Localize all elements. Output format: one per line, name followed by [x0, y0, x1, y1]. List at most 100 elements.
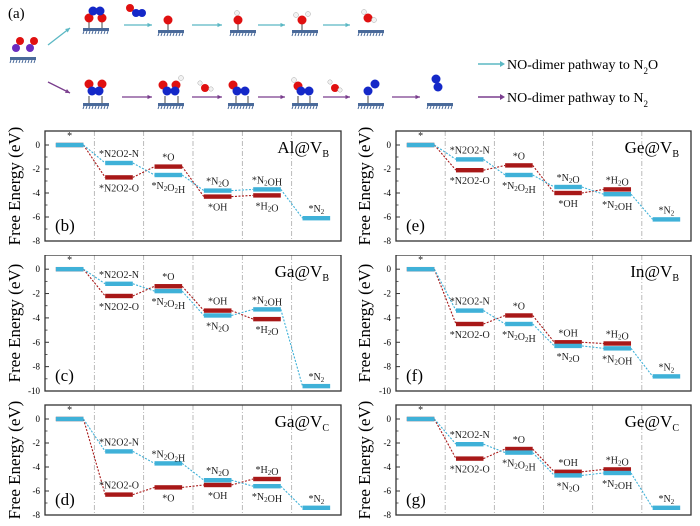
- energy-level-n2o: [505, 321, 533, 327]
- atom-o: [84, 13, 94, 23]
- connector-n2: [532, 165, 555, 194]
- y-tick-label: -8: [33, 510, 41, 520]
- y-tick-label: -6: [33, 486, 41, 496]
- level-label: *N2O2-O: [99, 302, 139, 313]
- level-label: *N2O: [557, 481, 580, 494]
- connector-n2: [83, 268, 106, 297]
- plot-frame: [395, 404, 692, 516]
- level-label: *OH: [208, 491, 227, 502]
- connector-n2: [433, 268, 457, 325]
- panel-title: Ga@VB: [275, 262, 330, 284]
- y-tick-label: -8: [33, 362, 41, 372]
- level-label: *O: [513, 301, 525, 312]
- arrowhead-icon: [217, 94, 222, 100]
- energy-level-n2o: [603, 192, 632, 197]
- connector-n2o: [83, 268, 106, 285]
- energy-level-n2o: [302, 383, 331, 389]
- y-axis-label: Free Energy (eV): [5, 127, 24, 246]
- y-tick-label: -2: [33, 289, 41, 299]
- y-tick-label: -6: [33, 212, 41, 222]
- y-axis-label: Free Energy (eV): [5, 264, 24, 383]
- energy-level-n2o: [652, 217, 681, 222]
- energy-level-n2o: [105, 449, 133, 454]
- level-label: *O: [162, 493, 174, 504]
- y-tick-label: -4: [33, 313, 41, 323]
- connector-n2: [83, 144, 106, 178]
- legend-n2-label: NO-dimer pathway to N2: [507, 91, 648, 109]
- atom-n: [94, 86, 104, 96]
- atom-n: [26, 44, 34, 52]
- y-tick-label: -4: [384, 313, 392, 323]
- y-tick-label: -6: [384, 486, 392, 496]
- connector-n2: [581, 188, 604, 194]
- atom-n: [232, 86, 242, 96]
- connector-n2o: [181, 290, 205, 316]
- energy-level-n2o: [455, 442, 484, 447]
- atom-o: [363, 13, 373, 23]
- connector-n2: [231, 310, 254, 320]
- y-tick-label: -8: [33, 236, 41, 246]
- atom-o: [16, 37, 24, 45]
- legend-n2o: NO-dimer pathway to N2O: [478, 58, 658, 76]
- y-tick-label: 0: [36, 414, 41, 424]
- level-label: *N2O2-N: [99, 270, 139, 281]
- energy-level-n2o: [554, 343, 582, 349]
- energy-level-n2o: [554, 184, 582, 190]
- reaction-scheme: (a) NO-dimer pathway to N2O NO-dimer pat…: [8, 4, 658, 110]
- connector-n2o: [581, 345, 604, 349]
- energy-level-n2o: [253, 187, 281, 192]
- connector-n2: [132, 285, 155, 297]
- connector-n2o: [581, 472, 604, 476]
- energy-level-n2o: [253, 484, 281, 489]
- surface-icon: [9, 57, 36, 64]
- level-label: *OH: [558, 328, 577, 339]
- energy-level-n2o: [154, 461, 183, 466]
- energy-level-n2: [203, 194, 232, 199]
- energy-level-n2: [105, 175, 133, 180]
- atom-h: [327, 79, 333, 85]
- level-label: *: [67, 405, 72, 416]
- surface-icon: [157, 30, 184, 37]
- plot-frame: [395, 255, 692, 392]
- energy-level-n2o: [505, 172, 533, 178]
- y-tick-label: -2: [384, 164, 392, 174]
- y-tick-label: -10: [379, 386, 391, 395]
- atom-o: [233, 15, 243, 25]
- panel-label-g: (g): [406, 490, 426, 509]
- energy-level-n2: [455, 321, 484, 327]
- level-label: *N2OH: [602, 200, 632, 213]
- surface-icon: [82, 103, 109, 110]
- arrowhead-icon: [345, 94, 350, 100]
- energy-level-n2o: [55, 266, 84, 272]
- atom-h: [361, 9, 367, 15]
- y-tick-label: -4: [384, 188, 392, 198]
- energy-level-n2o: [203, 188, 232, 193]
- surface-icon: [157, 103, 184, 110]
- connector-n2o: [483, 310, 506, 325]
- atom-h: [234, 10, 240, 16]
- y-axis-label: Free Energy (eV): [355, 264, 374, 383]
- connector-n2o: [181, 462, 205, 481]
- connector-n2: [483, 164, 506, 171]
- energy-level-n2: [603, 341, 632, 346]
- connector-n2o: [280, 189, 303, 219]
- atom-n: [170, 86, 180, 96]
- arrowhead-icon: [345, 22, 350, 28]
- connector-n2: [483, 448, 506, 460]
- level-label: *N2: [308, 204, 324, 216]
- level-label: *N2O2-N: [99, 437, 139, 448]
- energy-level-n2: [554, 340, 582, 345]
- legend-n2o-label: NO-dimer pathway to N2O: [507, 58, 658, 76]
- connector-n2o: [132, 283, 155, 292]
- panel-title: Al@VB: [277, 138, 329, 160]
- energy-level-n2: [154, 485, 183, 490]
- atom-n: [433, 82, 443, 92]
- atom-h: [293, 12, 299, 18]
- y-tick-label: 0: [387, 264, 392, 274]
- energy-panel-e: Free Energy (eV) 0 -2 -4 -6 -8 Ge@VB (e) *N2O2-O…: [355, 127, 692, 246]
- connector-n2o: [532, 323, 555, 347]
- level-label: *H2O: [256, 465, 279, 478]
- energy-level-n2o: [253, 307, 281, 312]
- energy-panel-d: Free Energy (eV) 0 -2 -4 -6 -8 Ga@VC (d) *N2O2-O…: [5, 401, 342, 520]
- energy-level-n2o: [55, 416, 84, 422]
